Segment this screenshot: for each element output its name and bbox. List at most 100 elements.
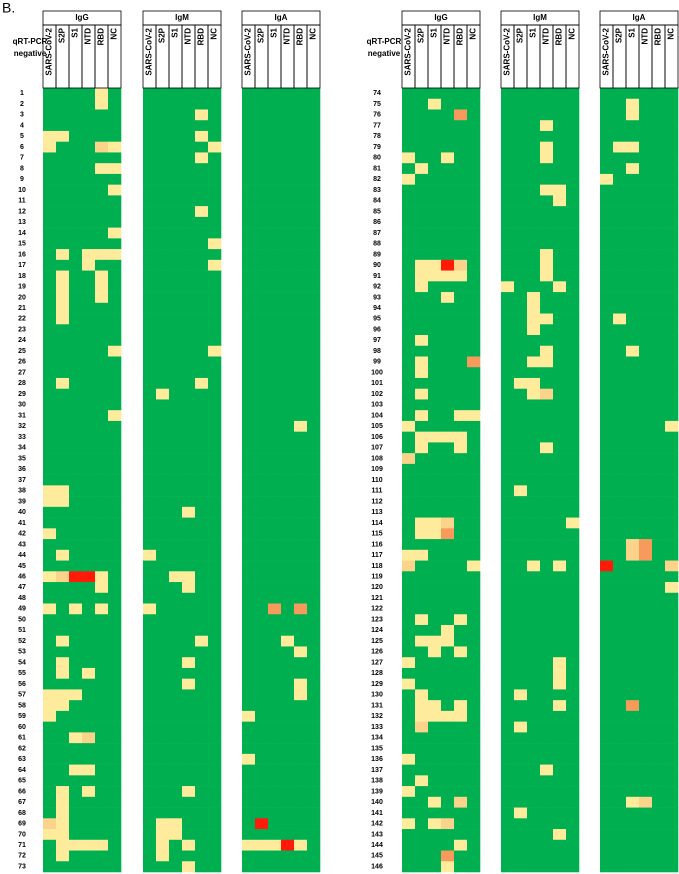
heat-cell (281, 388, 295, 400)
heat-cell (268, 399, 282, 411)
heat-cell (56, 678, 70, 690)
heat-cell (566, 818, 580, 830)
heat-cell (208, 463, 222, 475)
heat-cell (294, 206, 308, 218)
heat-cell (268, 388, 282, 400)
heat-cell (242, 109, 256, 121)
heat-cell (415, 410, 429, 422)
row-label: 4 (20, 122, 24, 129)
heat-cell (540, 292, 554, 304)
column-header-box (107, 24, 122, 89)
heat-cell (402, 496, 416, 508)
heat-cell (268, 453, 282, 465)
heat-cell (467, 549, 481, 561)
heat-cell (613, 216, 627, 228)
heat-cell (307, 571, 321, 583)
heat-cell (182, 657, 196, 669)
heat-cell (613, 281, 627, 293)
heat-cell (242, 420, 256, 432)
heat-cell (95, 292, 109, 304)
heat-cell (82, 227, 96, 239)
heat-cell (268, 195, 282, 207)
heat-cell (255, 410, 269, 422)
heat-cell (108, 743, 122, 755)
heat-cell (600, 582, 614, 594)
heat-cell (527, 485, 541, 497)
heat-cell (415, 646, 429, 658)
heat-cell (428, 281, 442, 293)
heat-cell (56, 345, 70, 357)
heat-cell (156, 238, 170, 250)
heat-cell (652, 431, 666, 443)
heat-cell (143, 474, 157, 486)
heat-cell (242, 152, 256, 164)
heat-cell (242, 227, 256, 239)
heat-cell (540, 345, 554, 357)
group-name: IgG (75, 13, 88, 22)
heat-cell (242, 120, 256, 132)
heat-cell (43, 431, 57, 443)
heat-cell (143, 829, 157, 841)
heat-cell (428, 528, 442, 540)
heat-cell (665, 367, 679, 379)
heat-cell (566, 592, 580, 604)
heat-cell (242, 506, 256, 518)
heat-cell (169, 549, 183, 561)
heat-cell (182, 270, 196, 282)
heat-cell (156, 818, 170, 830)
heat-cell (242, 281, 256, 293)
heat-cell (467, 216, 481, 228)
heat-cell (540, 270, 554, 282)
heat-cell (652, 614, 666, 626)
heat-cell (527, 367, 541, 379)
heat-cell (182, 592, 196, 604)
heat-cell (43, 152, 57, 164)
heat-cell (428, 700, 442, 712)
heat-cell (268, 367, 282, 379)
heat-cell (281, 635, 295, 647)
heat-cell (639, 442, 653, 454)
heat-cell (182, 732, 196, 744)
heat-cell (169, 281, 183, 293)
heat-cell (242, 786, 256, 798)
heat-cell (56, 463, 70, 475)
heat-cell (143, 700, 157, 712)
heat-cell (600, 635, 614, 647)
heat-cell (195, 120, 209, 132)
heat-cell (294, 861, 308, 873)
heat-cell (467, 743, 481, 755)
heat-cell (307, 474, 321, 486)
heat-cell (242, 313, 256, 325)
heat-cell (268, 485, 282, 497)
heat-cell (428, 624, 442, 637)
heat-cell (108, 753, 122, 765)
heat-cell (626, 399, 640, 411)
heat-cell (566, 710, 580, 722)
heat-cell (43, 592, 57, 604)
heat-cell (143, 335, 157, 347)
heat-cell (255, 227, 269, 239)
heat-cell (540, 152, 554, 164)
heat-cell (294, 818, 308, 830)
heat-cell (626, 807, 640, 819)
heat-cell (467, 571, 481, 583)
heat-cell (553, 453, 567, 465)
heat-cell (69, 356, 83, 368)
heat-cell (415, 238, 429, 250)
heat-cell (454, 238, 468, 250)
heat-cell (467, 700, 481, 712)
heat-cell (454, 302, 468, 314)
heat-cell (514, 377, 528, 390)
heat-cell (156, 582, 170, 594)
heat-cell (82, 388, 96, 400)
heat-cell (626, 109, 640, 121)
heat-cell (208, 764, 222, 776)
heat-cell (566, 227, 580, 239)
heat-cell (143, 206, 157, 218)
heat-cell (600, 667, 614, 679)
heat-cell (639, 635, 653, 647)
heat-cell (208, 442, 222, 454)
heat-cell (428, 431, 442, 443)
heat-cell (402, 420, 416, 432)
heat-cell (652, 549, 666, 561)
